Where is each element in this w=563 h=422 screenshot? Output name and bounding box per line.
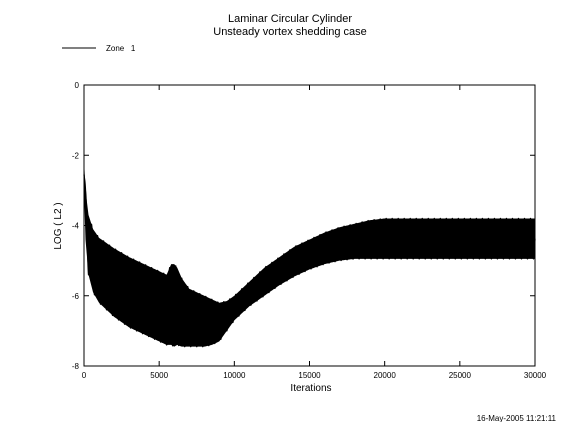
x-tick-label: 5000 <box>150 371 168 380</box>
x-tick-label: 30000 <box>524 371 547 380</box>
timestamp: 16-May-2005 11:21:11 <box>477 414 557 422</box>
plot-area <box>83 158 536 348</box>
x-tick-label: 25000 <box>449 371 472 380</box>
y-axis-label: LOG ( L2 ) <box>53 202 64 249</box>
y-tick-label: -4 <box>72 222 80 231</box>
legend: Zone 1 <box>62 44 136 53</box>
chart-title: Laminar Circular Cylinder <box>228 13 352 25</box>
y-tick-label: -2 <box>72 151 80 160</box>
x-tick-label: 20000 <box>374 371 397 380</box>
axes: 0 5000 10000 15000 20000 25000 30000 0 -2 -4 -6 -8 <box>72 81 547 380</box>
x-tick-label: 15000 <box>298 371 321 380</box>
y-tick-label: -6 <box>72 292 80 301</box>
legend-label: Zone 1 <box>106 44 136 53</box>
series-band-0 <box>84 158 535 347</box>
chart-subtitle: Unsteady vortex shedding case <box>213 26 366 38</box>
y-tick-label: 0 <box>75 81 80 90</box>
y-tick-label: -8 <box>72 362 80 371</box>
x-axis-label: Iterations <box>290 383 331 394</box>
x-tick-label: 0 <box>82 371 87 380</box>
x-tick-label: 10000 <box>223 371 246 380</box>
